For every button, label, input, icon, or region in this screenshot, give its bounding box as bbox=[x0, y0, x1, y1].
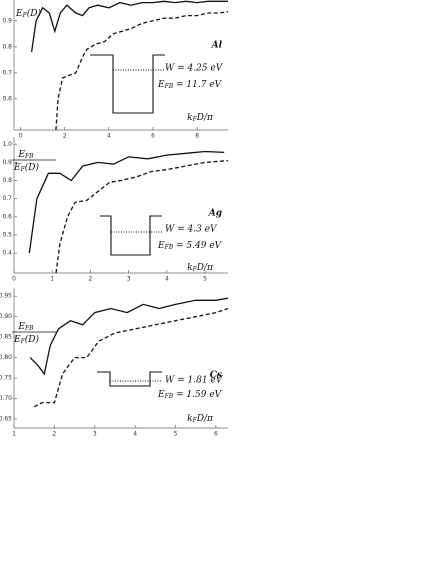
text-part: FB bbox=[164, 83, 174, 90]
x-tick-label: 1 bbox=[50, 276, 54, 283]
x-axis-label: kFD/π bbox=[187, 113, 214, 123]
x-tick-label: 6 bbox=[214, 431, 218, 438]
text-part: (D) bbox=[27, 8, 42, 19]
y-label-den: EF(D) bbox=[13, 162, 39, 173]
text-part: FB bbox=[164, 244, 174, 251]
curve bbox=[29, 297, 229, 376]
x-tick-label: 5 bbox=[174, 431, 178, 438]
text-part: F bbox=[192, 116, 198, 123]
text-part: k bbox=[187, 113, 192, 123]
ef-label: EFB = 5.49 eV bbox=[157, 241, 223, 251]
ef-label: EFB = 11.7 eV bbox=[157, 80, 223, 90]
text-part: E bbox=[13, 335, 21, 345]
x-tick-label: 0 bbox=[12, 276, 16, 283]
y-axis-label: EF(D) bbox=[15, 8, 41, 19]
x-axis-label: kFD/π bbox=[187, 414, 214, 424]
y-tick-label: 0.4 bbox=[2, 250, 12, 257]
curve bbox=[33, 307, 229, 408]
y-tick-label: 0.8 bbox=[2, 43, 12, 50]
w-label: W = 1.81 eV bbox=[165, 376, 224, 386]
y-tick-label: 0.9 bbox=[2, 17, 12, 24]
x-tick-label: 4 bbox=[133, 431, 137, 438]
metal-label: Cs bbox=[210, 371, 222, 381]
y-tick-label: 0.65 bbox=[0, 415, 12, 422]
text-part: F bbox=[192, 417, 198, 424]
text-part: (D) bbox=[25, 334, 40, 345]
text-part: = 5.49 eV bbox=[173, 241, 222, 251]
y-tick-label: 0.8 bbox=[2, 177, 12, 184]
text-part: = 11.7 eV bbox=[173, 80, 222, 90]
text-part: F bbox=[20, 166, 26, 173]
w-label: W = 4.25 eV bbox=[165, 64, 224, 74]
x-tick-label: 2 bbox=[63, 133, 67, 140]
w-label: W = 4.3 eV bbox=[165, 225, 218, 235]
x-tick-label: 4 bbox=[165, 276, 169, 283]
text-part: D/π bbox=[196, 414, 214, 424]
y-tick-label: 0.95 bbox=[0, 293, 12, 300]
x-tick-label: 4 bbox=[107, 133, 111, 140]
text-part: FB bbox=[164, 393, 174, 400]
text-part: E bbox=[15, 9, 23, 19]
ef-label: EFB = 1.59 eV bbox=[157, 390, 223, 400]
y-label-num: EFB bbox=[17, 322, 34, 332]
x-tick-label: 5 bbox=[203, 276, 207, 283]
text-part: F bbox=[20, 338, 26, 345]
y-tick-label: 0.80 bbox=[0, 354, 12, 361]
y-tick-label: 0.75 bbox=[0, 375, 12, 382]
curve bbox=[30, 0, 228, 53]
x-axis-label: kFD/π bbox=[187, 263, 214, 273]
curve bbox=[28, 150, 225, 254]
curve bbox=[55, 11, 229, 131]
text-part: D/π bbox=[196, 113, 214, 123]
text-part: E bbox=[157, 390, 165, 400]
text-part: D/π bbox=[196, 263, 214, 273]
x-tick-label: 2 bbox=[89, 276, 93, 283]
y-tick-label: 0.7 bbox=[2, 195, 12, 202]
x-tick-label: 2 bbox=[52, 431, 56, 438]
x-tick-label: 1 bbox=[12, 431, 16, 438]
y-tick-label: 0.85 bbox=[0, 334, 12, 341]
y-label-den: EF(D) bbox=[13, 334, 39, 345]
well-inset bbox=[90, 54, 165, 387]
text-part: E bbox=[157, 80, 165, 90]
text-part: E bbox=[157, 241, 165, 251]
metal-label: Ag bbox=[208, 209, 222, 219]
y-label-num: EFB bbox=[17, 150, 34, 160]
y-tick-label: 0.6 bbox=[2, 95, 12, 102]
text-part: k bbox=[187, 414, 192, 424]
text-part: F bbox=[22, 12, 28, 19]
y-tick-label: 0.90 bbox=[0, 313, 12, 320]
x-tick-label: 3 bbox=[93, 431, 97, 438]
text-part: E bbox=[13, 163, 21, 173]
curve bbox=[55, 159, 229, 274]
text-part: (D) bbox=[25, 162, 40, 173]
x-tick-label: 6 bbox=[151, 133, 155, 140]
x-tick-label: 0 bbox=[19, 133, 23, 140]
y-tick-label: 0.9 bbox=[2, 159, 12, 166]
text-part: E bbox=[17, 322, 25, 332]
metal-label: Al bbox=[211, 41, 223, 51]
y-tick-label: 1.0 bbox=[2, 141, 12, 148]
y-tick-label: 0.70 bbox=[0, 395, 12, 402]
text-part: E bbox=[17, 150, 25, 160]
y-tick-label: 0.6 bbox=[2, 213, 12, 220]
x-tick-label: 8 bbox=[195, 133, 199, 140]
text-part: FB bbox=[24, 325, 34, 332]
y-tick-label: 0.5 bbox=[2, 231, 12, 238]
text-part: k bbox=[187, 263, 192, 273]
y-tick-label: 0.7 bbox=[2, 69, 12, 76]
text-part: = 1.59 eV bbox=[173, 390, 222, 400]
text-part: F bbox=[192, 266, 198, 273]
x-tick-label: 3 bbox=[127, 276, 131, 283]
text-part: FB bbox=[24, 153, 34, 160]
